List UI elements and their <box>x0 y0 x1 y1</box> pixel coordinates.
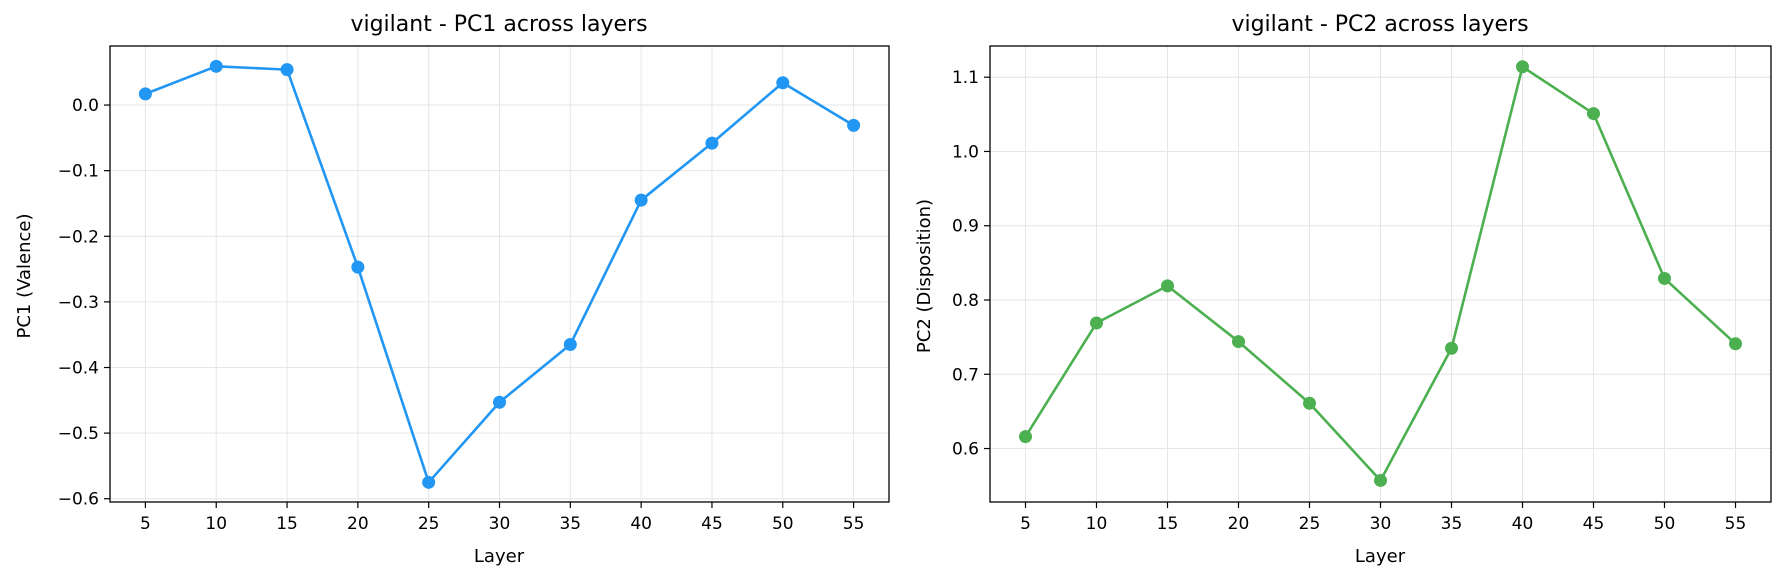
pc2-data-point <box>1374 473 1387 487</box>
pc1-x-tick-label: 10 <box>205 514 227 534</box>
pc2-data-point <box>1019 430 1032 444</box>
pc1-x-tick-label: 35 <box>559 514 581 534</box>
pc1-chart-title: vigilant - PC1 across layers <box>350 12 647 37</box>
pc1-y-tick-label: −0.2 <box>58 227 99 247</box>
pc2-y-tick-label: 1.1 <box>952 68 979 88</box>
pc2-y-tick-label: 0.9 <box>952 217 979 237</box>
pc2-data-point <box>1232 335 1245 349</box>
pc2-y-tick-label: 0.6 <box>952 440 979 460</box>
pc2-data-point <box>1729 337 1742 351</box>
pc2-data-point <box>1090 316 1103 330</box>
pc2-x-tick-label: 20 <box>1228 514 1250 534</box>
pc2-x-tick-label: 5 <box>1020 514 1031 534</box>
pc2-x-tick-label: 35 <box>1441 514 1463 534</box>
pc1-data-point <box>493 395 506 409</box>
pc1-x-tick-label: 45 <box>701 514 723 534</box>
pc2-grid <box>990 46 1771 502</box>
pc1-y-tick-label: −0.4 <box>58 358 99 378</box>
pc2-y-tick-label: 0.7 <box>952 365 979 385</box>
pc1-y-tick-label: −0.3 <box>58 293 99 313</box>
pc2-data-point <box>1161 279 1174 293</box>
pc1-data-point <box>776 76 790 90</box>
pc1-x-tick-label: 20 <box>347 514 369 534</box>
pc2-data-point <box>1658 271 1671 285</box>
pc1-x-tick-label: 50 <box>772 514 794 534</box>
pc2-x-tick-label: 50 <box>1654 514 1676 534</box>
pc2-data-point <box>1303 396 1316 410</box>
pc1-x-tick-label: 5 <box>140 514 151 534</box>
pc1-y-tick-label: 0.0 <box>72 96 99 116</box>
pc2-y-axis-label: PC2 (Disposition) <box>914 199 935 353</box>
pc1-x-tick-label: 55 <box>843 514 865 534</box>
pc1-x-tick-label: 40 <box>630 514 652 534</box>
pc1-data-point <box>705 136 719 150</box>
pc2-data-point <box>1587 107 1600 121</box>
pc2-x-tick-label: 10 <box>1086 514 1108 534</box>
pc2-x-tick-label: 30 <box>1370 514 1392 534</box>
pc2-x-tick-label: 40 <box>1512 514 1534 534</box>
pc2-chart-title: vigilant - PC2 across layers <box>1231 12 1528 37</box>
pc2-y-tick-label: 1.0 <box>952 142 979 162</box>
pc1-data-point <box>138 87 152 101</box>
pc2-axes: 5 10 15 20 25 30 35 40 45 50 55 0.6 0.7 0.8 0.9 1.0 1.1 <box>952 45 1772 534</box>
pc1-data-point <box>563 338 577 352</box>
pc2-data-point <box>1445 341 1458 355</box>
pc1-y-tick-label: −0.5 <box>58 424 99 444</box>
pc2-y-tick-label: 0.8 <box>952 291 979 311</box>
pc1-data-point <box>422 475 436 489</box>
pc1-data-point <box>847 118 861 132</box>
pc2-x-tick-label: 15 <box>1157 514 1179 534</box>
pc2-data-point <box>1516 60 1529 74</box>
pc1-plot-frame <box>109 45 890 503</box>
pc2-x-tick-label: 25 <box>1299 514 1321 534</box>
pc1-y-tick-label: −0.1 <box>58 162 99 182</box>
pc1-data-point <box>280 63 294 77</box>
pc1-data-point <box>209 59 223 73</box>
pc1-data-point <box>351 260 365 274</box>
pc1-y-tick-label: −0.6 <box>58 490 99 510</box>
pc2-plot-frame <box>989 45 1772 503</box>
pc1-x-tick-label: 25 <box>418 514 440 534</box>
pc1-data-point <box>634 193 648 207</box>
pc2-x-axis-label: Layer <box>1355 546 1406 567</box>
pc1-axes: 5 10 15 20 25 30 35 40 45 50 55 0.0 −0.1 −0.2 −0.3 −0.4… <box>58 45 890 534</box>
pc1-x-tick-label: 30 <box>489 514 511 534</box>
pc2-x-tick-label: 55 <box>1725 514 1747 534</box>
pc1-chart-panel: vigilant - PC1 across layers Layer PC1 (… <box>14 12 890 567</box>
pc1-x-tick-label: 15 <box>276 514 298 534</box>
pc2-chart-panel: vigilant - PC2 across layers Layer PC2 (… <box>914 12 1772 567</box>
pc1-grid <box>110 46 889 502</box>
pc1-y-axis-label: PC1 (Valence) <box>14 213 35 338</box>
pc2-x-tick-label: 45 <box>1583 514 1605 534</box>
pc1-x-axis-label: Layer <box>474 546 525 567</box>
